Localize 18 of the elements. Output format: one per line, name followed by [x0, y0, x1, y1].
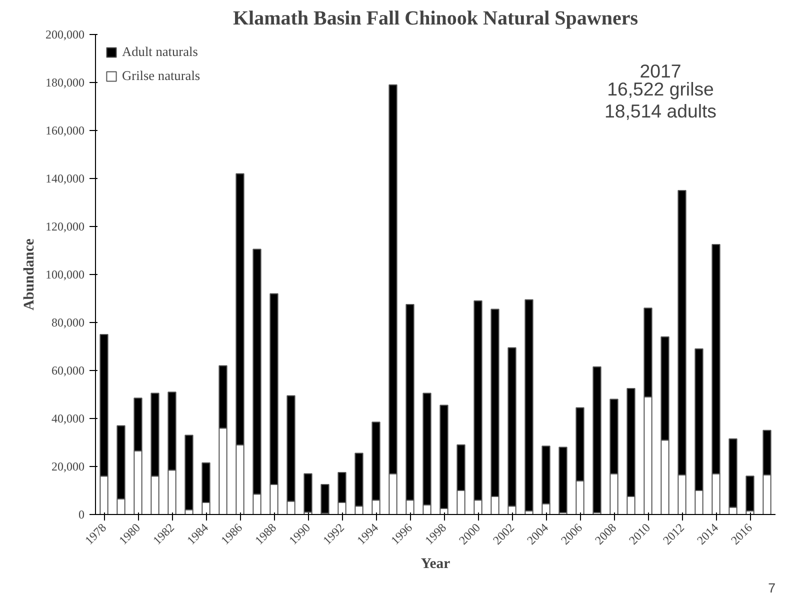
y-tick-label: 20,000 [52, 460, 84, 474]
y-tick-label: 40,000 [52, 412, 84, 426]
y-tick-label: 60,000 [52, 364, 84, 378]
text: 7 [768, 580, 776, 596]
y-tick-label: 140,000 [46, 172, 84, 186]
x-axis-title: Year [420, 556, 451, 572]
y-tick-label: 120,000 [46, 220, 84, 234]
y-tick-label: 200,000 [46, 28, 84, 42]
y-tick-label: 100,000 [46, 268, 84, 282]
legend-label: Adult naturals [122, 44, 198, 60]
chart-title: Klamath Basin Fall Chinook Natural Spawners [232, 8, 638, 30]
legend-label: Grilse naturals [122, 68, 200, 84]
y-tick-label: 0 [78, 508, 84, 522]
y-tick-label: 160,000 [46, 124, 84, 138]
y-tick-label: 180,000 [46, 76, 84, 90]
y-tick-label: 80,000 [52, 316, 84, 330]
y-axis-title: Abundance [22, 238, 38, 310]
annotation: 2017 16,522 grilse 18,514 adults [604, 60, 717, 122]
